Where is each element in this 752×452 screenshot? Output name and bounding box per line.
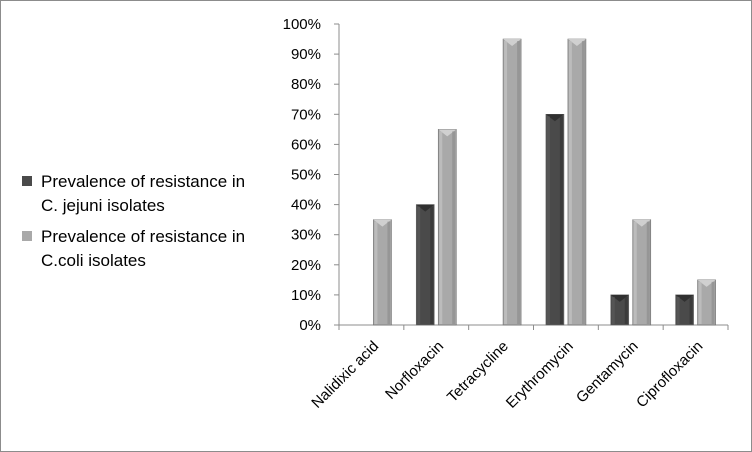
bar-bevel-left (546, 116, 550, 324)
bar-bevel-right (581, 41, 585, 325)
bar-bevel-top (567, 39, 586, 47)
bar-bevel-right (711, 281, 715, 324)
y-tick-label: 10% (291, 287, 321, 304)
bar-bevel-right (387, 221, 391, 324)
bar-bevel-left (417, 206, 421, 324)
bar-bevel-left (633, 221, 637, 324)
legend-item-coli: Prevalence of resistance in C.coli isola… (22, 225, 257, 273)
bar-bevel-top (697, 279, 716, 287)
legend-label-coli: Prevalence of resistance in C.coli isola… (41, 227, 246, 270)
bar-bevel-left (568, 41, 572, 325)
bar-bevel-top (373, 219, 392, 227)
y-tick-label: 100% (283, 16, 321, 33)
bar-bevel-top (503, 39, 522, 47)
y-tick-label: 30% (291, 227, 321, 244)
y-tick-label: 50% (291, 167, 321, 184)
legend-label-jejuni: Prevalence of resistance in C. jejuni is… (41, 172, 246, 215)
y-tick-label: 40% (291, 197, 321, 214)
bar-bevel-left (698, 281, 702, 324)
x-tick-label: Nalidixic acid (308, 338, 382, 412)
y-tick-label: 20% (291, 257, 321, 274)
bar-bevel-top (416, 204, 435, 212)
bar-bevel-left (504, 41, 508, 325)
bar-bevel-right (689, 296, 693, 324)
bar-bevel-top (632, 219, 651, 227)
legend-swatch-coli (22, 231, 32, 241)
x-tick-label: Erythromycin (503, 338, 577, 412)
x-tick-label: Norfloxacin (382, 338, 447, 403)
bar-bevel-left (439, 131, 443, 324)
y-tick-label: 0% (299, 317, 321, 334)
y-tick-label: 90% (291, 46, 321, 63)
bar-bevel-top (438, 129, 457, 137)
bar-bevel-right (452, 131, 456, 324)
bar-bevel-top (545, 114, 564, 122)
bar-bevel-right (517, 41, 521, 325)
bar-bevel-right (559, 116, 563, 324)
legend: Prevalence of resistance in C. jejuni is… (22, 170, 257, 280)
bar-bevel-top (675, 294, 694, 302)
bar-bevel-right (430, 206, 434, 324)
x-tick-label: Ciprofloxacin (633, 338, 706, 411)
bar-bevel-top (610, 294, 629, 302)
legend-item-jejuni: Prevalence of resistance in C. jejuni is… (22, 170, 257, 218)
bar-bevel-right (646, 221, 650, 324)
y-tick-label: 80% (291, 76, 321, 93)
x-tick-label: Gentamycin (573, 338, 642, 407)
y-tick-label: 60% (291, 136, 321, 153)
bar-bevel-left (676, 296, 680, 324)
bar-bevel-right (624, 296, 628, 324)
bar-bevel-left (374, 221, 378, 324)
y-tick-label: 70% (291, 106, 321, 123)
legend-swatch-jejuni (22, 176, 32, 186)
bar-bevel-left (611, 296, 615, 324)
x-tick-label: Tetracycline (444, 338, 512, 406)
